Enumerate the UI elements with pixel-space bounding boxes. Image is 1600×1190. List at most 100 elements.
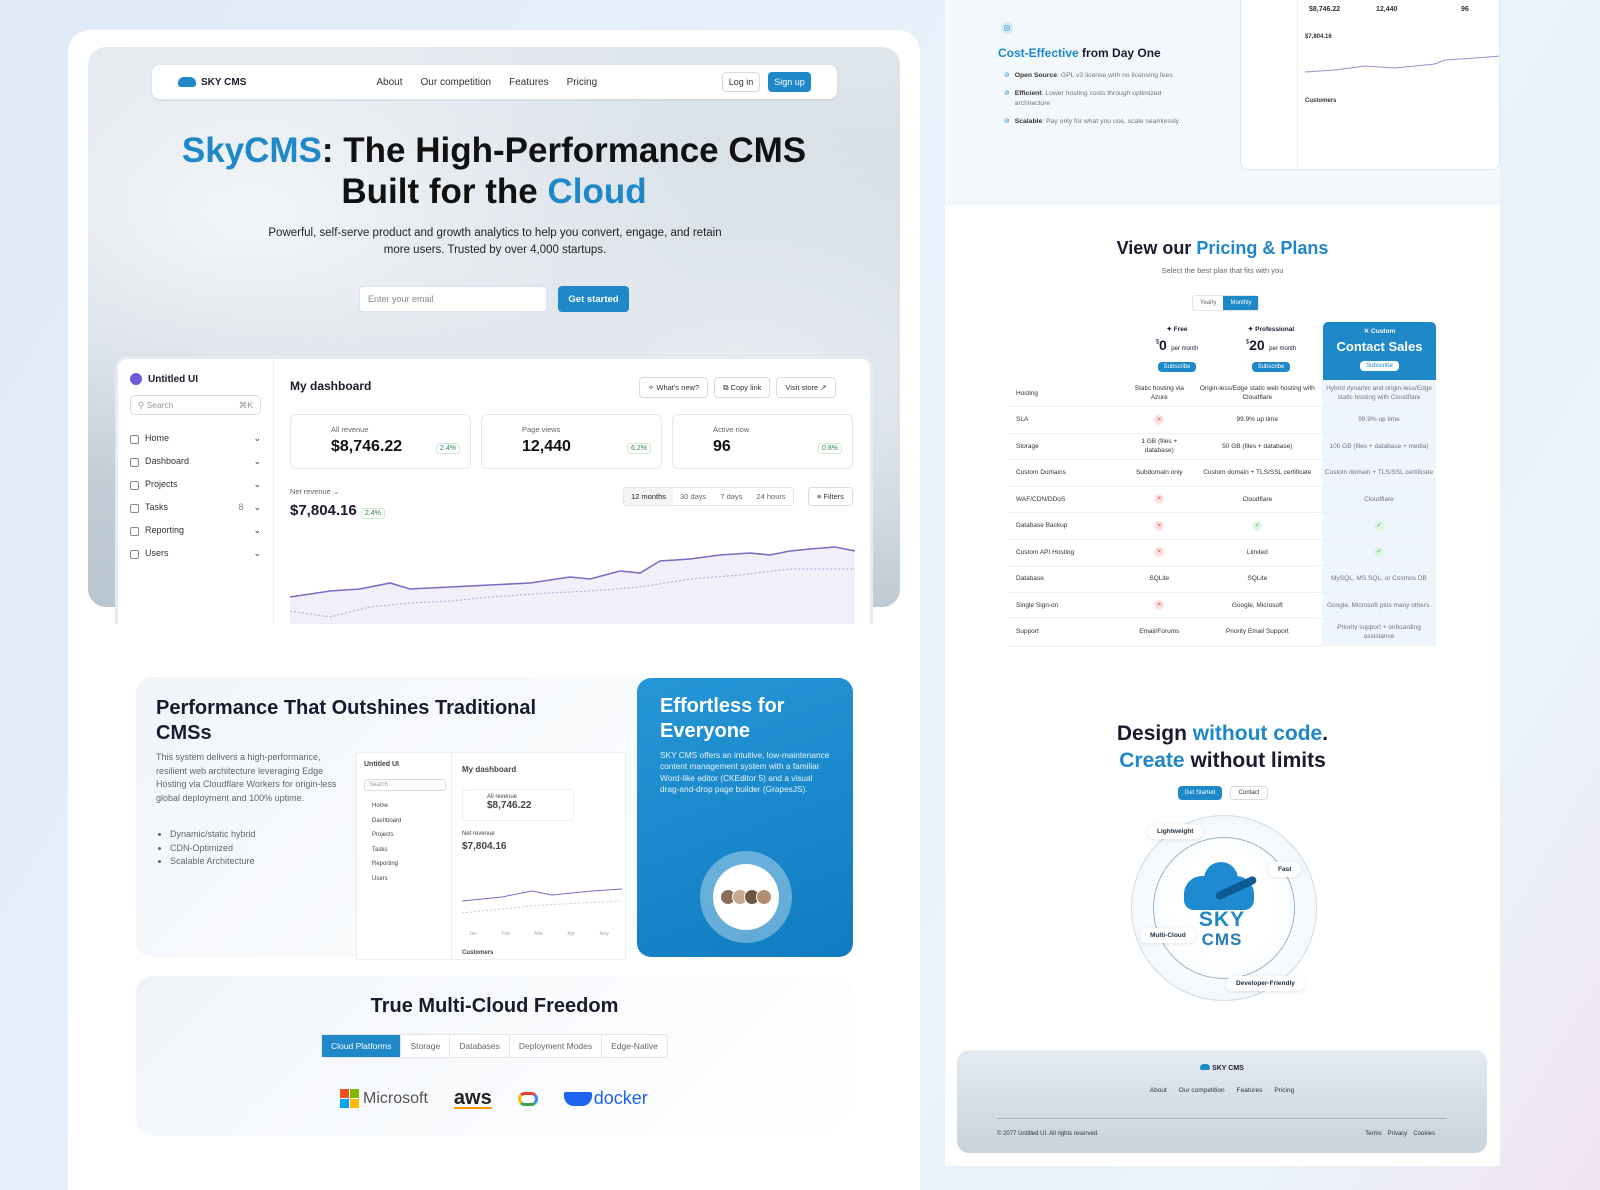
signup-button[interactable]: Sign up [768, 72, 811, 92]
stat-card-revenue: All revenue $8,746.22 2.4% [290, 414, 471, 469]
performance-body: This system delivers a high-performance,… [156, 752, 337, 803]
range-24-hours[interactable]: 24 hours [756, 492, 786, 501]
plan-professional: ✦ Professional $20 per month Subscribe [1224, 325, 1318, 373]
dashboard-preview: Untitled UI ⚲ Search ⌘K Home ⌄ Dashboard ⌄ … [115, 356, 873, 624]
design-get-started-button[interactable]: Get Started [1178, 786, 1222, 800]
nav-competition[interactable]: Our competition [420, 76, 492, 88]
email-input[interactable]: Enter your email [359, 286, 547, 312]
stat-card-active: Active now 96 0.8% [672, 414, 853, 469]
feature-value: MySQL, MS SQL, or Cosmos DB [1322, 565, 1436, 593]
sidebar-search[interactable]: ⚲ Search ⌘K [130, 395, 261, 415]
nav-features[interactable]: Features [509, 76, 549, 88]
sidebar-item-projects[interactable]: Projects ⌄ [130, 473, 261, 496]
tab-deployment-modes[interactable]: Deployment Modes [508, 1035, 601, 1057]
footer-cookies[interactable]: Cookies [1413, 1131, 1435, 1137]
subscribe-custom-button[interactable]: Subscribe [1360, 361, 1399, 371]
tab-databases[interactable]: Databases [449, 1035, 509, 1057]
tag-lightweight: Lightweight [1147, 824, 1204, 839]
performance-bullets: Dynamic/static hybridCDN-OptimizedScalab… [170, 828, 256, 869]
range-selector: 12 months 30 days 7 days 24 hours [623, 487, 794, 506]
net-revenue-label[interactable]: Net revenue ⌄ [290, 487, 340, 496]
top-nav: SKY CMS About Our competition Features P… [152, 65, 837, 99]
get-started-button[interactable]: Get started [558, 286, 629, 312]
pricing-row: SLA ✕ 99.9% up time 99.9% up time [1008, 406, 1436, 434]
cloud-logo-icon [178, 77, 196, 87]
nav-pricing[interactable]: Pricing [566, 76, 598, 88]
sidebar-item-home[interactable]: Home ⌄ [130, 427, 261, 450]
dashboard-title: My dashboard [290, 379, 372, 393]
footer-terms[interactable]: Terms [1365, 1131, 1382, 1137]
tab-edge-native[interactable]: Edge-Native [601, 1035, 667, 1057]
subscribe-free-button[interactable]: Subscribe [1157, 362, 1197, 372]
feature-value: Cloudflare [1192, 486, 1322, 513]
check-icon: ✓ [1374, 547, 1384, 558]
footer-privacy[interactable]: Privacy [1387, 1131, 1408, 1137]
piggy-bank-icon: ◎ [1001, 22, 1013, 34]
feature-label: Custom Domains [1008, 459, 1126, 487]
footer-link-pricing[interactable]: Pricing [1274, 1087, 1295, 1094]
footer-brand[interactable]: SKY CMS [957, 1064, 1487, 1072]
copy-link-button[interactable]: ⧉ Copy link [714, 377, 771, 398]
feature-label: Storage [1008, 433, 1126, 460]
footer-divider [997, 1118, 1447, 1119]
home-icon [130, 434, 139, 444]
feature-label: Database Backup [1008, 512, 1126, 540]
feature-label: WAF/CDN/DDoS [1008, 486, 1126, 513]
nav-about[interactable]: About [376, 76, 403, 88]
pricing-row: Hosting Static hosting via Azure Origin-le… [1008, 380, 1436, 407]
footer-link-features[interactable]: Features [1236, 1087, 1263, 1094]
pricing-row: WAF/CDN/DDoS ✕ Cloudflare Cloudflare [1008, 486, 1436, 513]
billing-toggle: Yearly Monthly [1192, 295, 1260, 311]
cross-icon: ✕ [1154, 600, 1165, 611]
feature-value: Custom domain + TLS/SSL certificate [1192, 459, 1322, 487]
pricing-row: Support Email/Forums Priority Email Suppor… [1008, 618, 1436, 646]
range-12-months[interactable]: 12 months [624, 488, 674, 505]
feature-value: 50 GB (files + database) [1192, 433, 1322, 460]
plan-custom: ✕ Custom Contact Sales Subscribe [1323, 322, 1436, 380]
design-contact-button[interactable]: Contact [1230, 786, 1268, 800]
docker-logo: docker [563, 1088, 648, 1109]
feature-value: Hybrid dynamic and origin-less/Edge stat… [1322, 380, 1436, 407]
copyright: © 2077 Untitled UI. All rights reserved. [997, 1131, 1099, 1137]
footer: SKY CMS About Our competition Features Pric… [957, 1050, 1487, 1153]
google-cloud-logo [517, 1091, 538, 1106]
tab-cloud-platforms[interactable]: Cloud Platforms [322, 1035, 401, 1057]
range-7-days[interactable]: 7 days [720, 492, 743, 501]
pricing-title: View our Pricing & Plans [1116, 238, 1329, 258]
design-title: Design without code. Create without limit… [1116, 722, 1329, 772]
feature-label: Support [1008, 618, 1126, 646]
tag-developer-friendly: Developer-Friendly [1226, 976, 1305, 991]
feature-label: Hosting [1008, 380, 1126, 407]
check-icon: ✓ [1374, 520, 1384, 531]
sidebar-item-dashboard[interactable]: Dashboard ⌄ [130, 450, 261, 473]
cross-icon: ✕ [1154, 414, 1165, 425]
footer-link-competition[interactable]: Our competition [1178, 1087, 1225, 1094]
whats-new-button[interactable]: ✧ What's new? [639, 377, 709, 398]
toggle-yearly[interactable]: Yearly [1200, 300, 1217, 306]
inner-orbit [1153, 837, 1295, 979]
feature-value: Priority Email Support [1192, 618, 1322, 646]
stat-card-pageviews: Page views 12,440 6.2% [481, 414, 662, 469]
toggle-monthly[interactable]: Monthly [1223, 296, 1259, 310]
footer-link-about[interactable]: About [1149, 1087, 1167, 1094]
range-30-days[interactable]: 30 days [680, 492, 707, 501]
sidebar-item-tasks[interactable]: Tasks 8 ⌄ [130, 496, 261, 519]
chart-line-secondary [290, 568, 855, 618]
feature-value: Static hosting via Azure [1126, 380, 1193, 407]
filters-button[interactable]: ≡ Filters [808, 487, 853, 506]
login-button[interactable]: Log in [722, 72, 760, 92]
cross-icon: ✕ [1154, 547, 1165, 558]
pricing-row: Database SQLite SQLite MySQL, MS SQL, or Co… [1008, 565, 1436, 593]
brand-logo[interactable]: SKY CMS [178, 77, 246, 88]
untitled-logo-icon [130, 373, 142, 385]
feature-label: Single Sign-on [1008, 592, 1126, 619]
tab-storage[interactable]: Storage [400, 1035, 449, 1057]
subscribe-professional-button[interactable]: Subscribe [1251, 362, 1291, 372]
effortless-card: Effortless for Everyone SKY CMS offers a… [637, 678, 853, 957]
sidebar-item-reporting[interactable]: Reporting ⌄ [130, 519, 261, 542]
feature-label: Custom API Hosting [1008, 539, 1126, 566]
visit-store-button[interactable]: Visit store ↗ [776, 377, 836, 398]
pricing-row: Storage 1 GB (files + database) 50 GB (fil… [1008, 433, 1436, 460]
feature-value: Google, Microsoft [1192, 592, 1322, 619]
sidebar-item-users[interactable]: Users ⌄ [130, 542, 261, 565]
